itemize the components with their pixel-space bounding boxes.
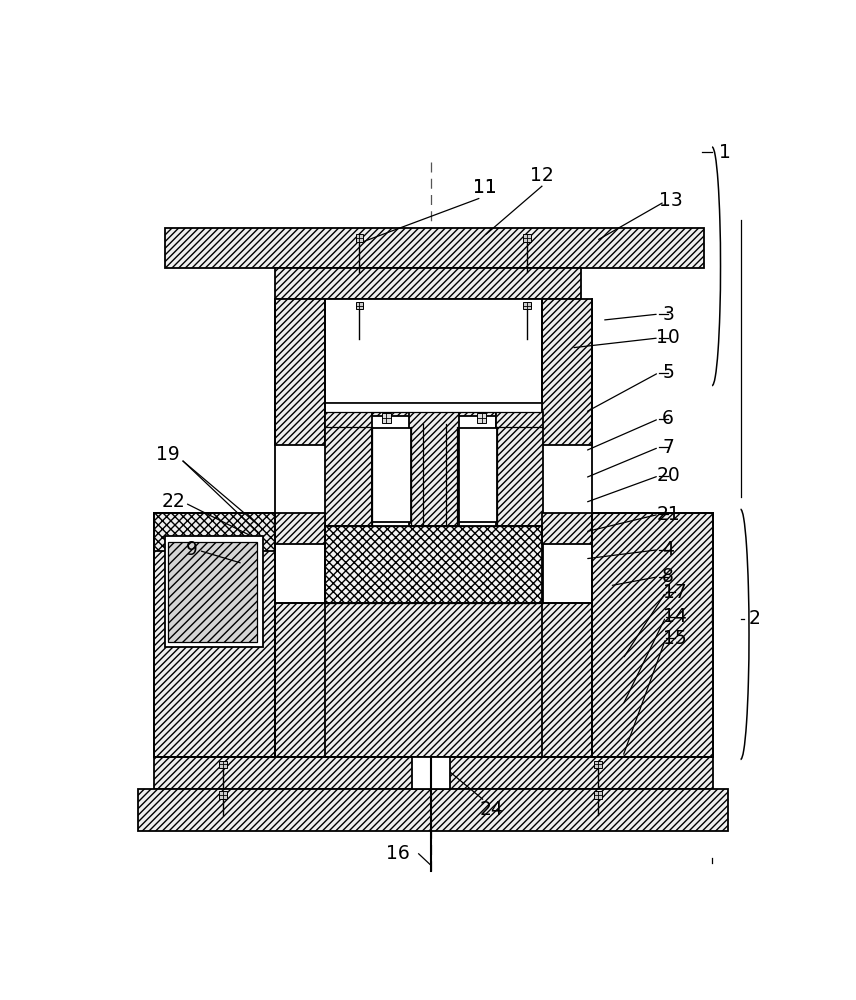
- Text: 10: 10: [657, 328, 680, 347]
- Bar: [219, 791, 227, 799]
- Bar: [139, 789, 728, 831]
- Text: 12: 12: [530, 166, 554, 185]
- Bar: [219, 761, 227, 768]
- Bar: [324, 526, 544, 603]
- Bar: [496, 403, 542, 445]
- Bar: [382, 413, 391, 423]
- Bar: [355, 234, 363, 242]
- Text: 6: 6: [663, 409, 674, 428]
- Bar: [324, 403, 371, 445]
- Bar: [164, 536, 263, 647]
- Text: 2: 2: [748, 609, 760, 628]
- Bar: [324, 412, 372, 526]
- Text: 17: 17: [663, 583, 687, 602]
- Text: 20: 20: [657, 466, 680, 485]
- Text: 21: 21: [657, 505, 680, 524]
- Text: 8: 8: [663, 567, 674, 586]
- Bar: [355, 302, 363, 309]
- Text: 4: 4: [663, 540, 675, 559]
- Bar: [459, 428, 497, 522]
- Bar: [154, 757, 713, 789]
- Text: 24: 24: [480, 800, 504, 819]
- Bar: [409, 412, 459, 526]
- Text: 16: 16: [386, 844, 410, 863]
- Bar: [372, 428, 411, 522]
- Text: 22: 22: [161, 492, 185, 511]
- Bar: [542, 299, 592, 445]
- Text: 1: 1: [719, 143, 731, 162]
- Text: 19: 19: [156, 445, 180, 464]
- Text: 11: 11: [473, 178, 496, 197]
- Bar: [523, 234, 531, 242]
- Text: 9: 9: [186, 540, 198, 559]
- Bar: [169, 542, 257, 642]
- Bar: [324, 299, 542, 403]
- Bar: [594, 791, 602, 799]
- Bar: [275, 268, 581, 299]
- Bar: [477, 413, 486, 423]
- Bar: [275, 299, 324, 445]
- Bar: [523, 302, 531, 309]
- Bar: [324, 403, 542, 412]
- Text: 15: 15: [663, 629, 687, 648]
- Bar: [154, 513, 275, 757]
- Text: 5: 5: [663, 363, 674, 382]
- Text: 3: 3: [663, 305, 674, 324]
- Text: 11: 11: [473, 178, 496, 197]
- Bar: [275, 513, 324, 544]
- Bar: [594, 761, 602, 768]
- Bar: [542, 513, 592, 544]
- Text: 7: 7: [663, 438, 674, 457]
- Bar: [164, 228, 704, 268]
- Bar: [496, 412, 544, 526]
- Bar: [412, 757, 450, 789]
- Bar: [275, 603, 592, 757]
- Text: 14: 14: [663, 607, 687, 626]
- Text: 13: 13: [659, 191, 683, 210]
- Bar: [154, 513, 275, 551]
- Bar: [592, 513, 713, 757]
- Bar: [371, 403, 496, 416]
